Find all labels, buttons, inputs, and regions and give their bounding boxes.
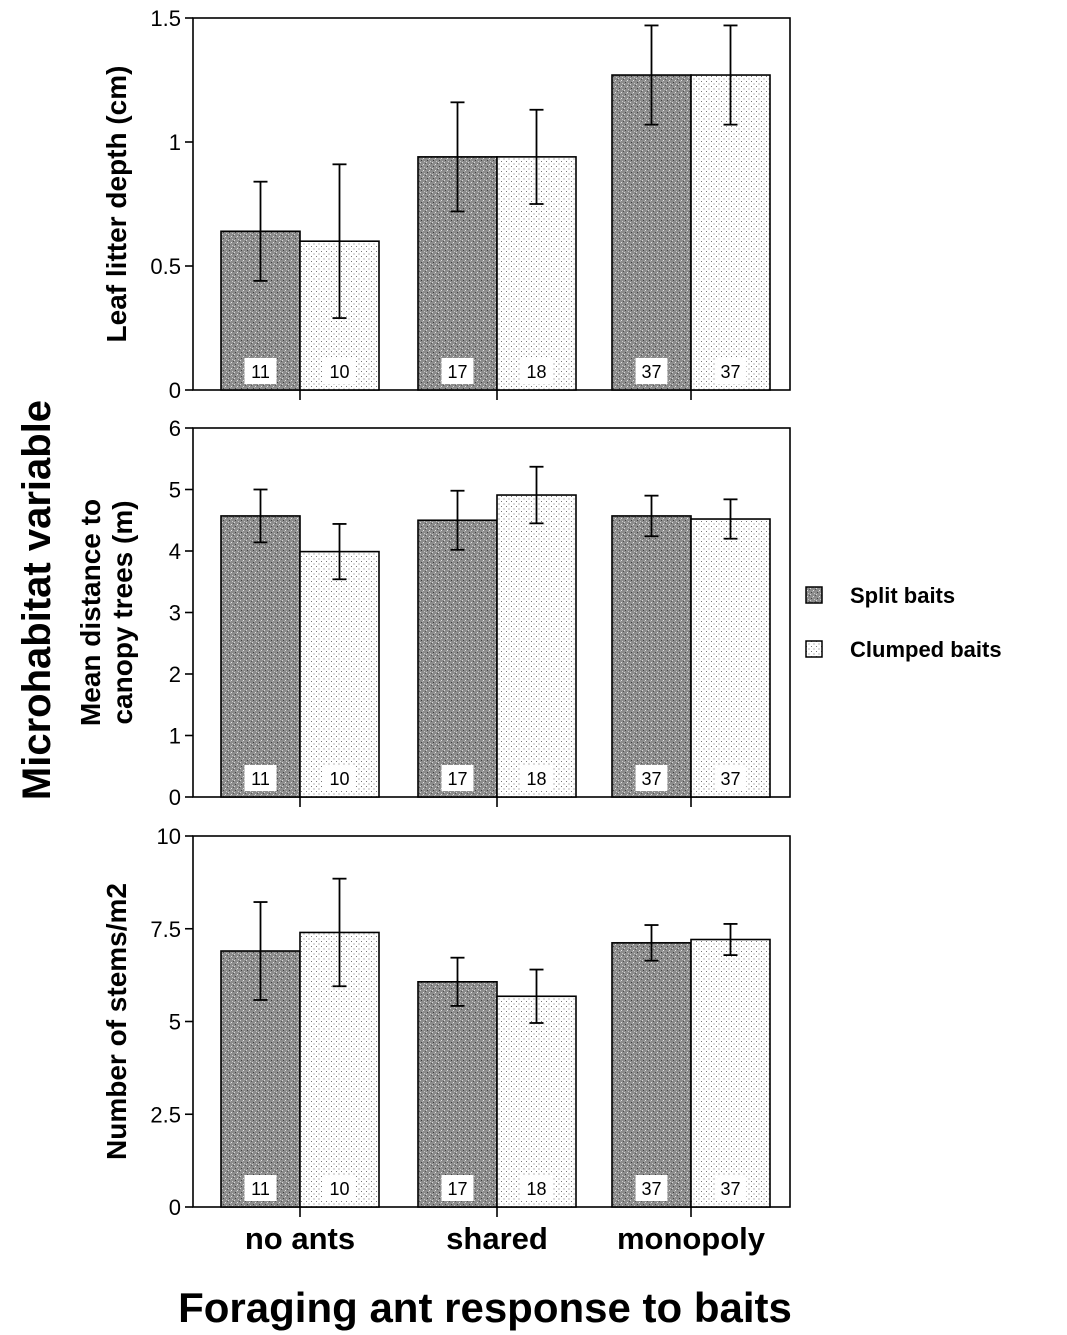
y-axis-label-line: Mean distance to [75, 499, 106, 726]
y-tick-label: 0.5 [150, 254, 181, 279]
y-tick-label: 1 [169, 130, 181, 155]
y-axis-label-line: Number of stems/m2 [101, 883, 132, 1160]
y-tick-label: 7.5 [150, 917, 181, 942]
y-tick-label: 5 [169, 1010, 181, 1035]
bar [611, 942, 692, 1208]
sample-size-label: 10 [329, 1179, 349, 1199]
bar [611, 515, 692, 798]
sample-size-box [323, 765, 356, 791]
panel-stems-density: 0 2.5 5 7.5 10 Number of stems/m2 11 10 no ants 1… [101, 824, 791, 1256]
bar [417, 519, 498, 798]
y-axis-label-line: Leaf litter depth (cm) [101, 66, 132, 343]
sample-size-label: 18 [526, 362, 546, 382]
y-axis-label-line: canopy trees (m) [107, 500, 138, 724]
y-axis-label: Mean distance tocanopy trees (m) [75, 499, 138, 726]
sample-size-box [244, 1175, 277, 1201]
bar [496, 156, 577, 391]
y-tick-label: 5 [169, 478, 181, 503]
sample-size-box [520, 358, 553, 384]
y-super-label: Microhabitat variable [15, 400, 59, 800]
bar [690, 518, 771, 798]
x-category-label: monopoly [617, 1221, 766, 1256]
sample-size-box [244, 358, 277, 384]
y-tick-label: 1.5 [150, 6, 181, 31]
bar [496, 995, 577, 1208]
sample-size-label: 37 [720, 362, 740, 382]
y-tick-label: 0 [169, 785, 181, 810]
sample-size-box [520, 1175, 553, 1201]
x-category-label: shared [446, 1221, 548, 1256]
y-axis-label: Leaf litter depth (cm) [101, 66, 132, 343]
sample-size-label: 17 [447, 362, 467, 382]
y-tick-label: 2.5 [150, 1102, 181, 1127]
y-tick-label: 0 [169, 378, 181, 403]
sample-size-box [323, 1175, 356, 1201]
y-tick-label: 6 [169, 416, 181, 441]
sample-size-label: 17 [447, 1179, 467, 1199]
bar [220, 515, 301, 798]
sample-size-box [441, 1175, 474, 1201]
sample-size-label: 37 [641, 362, 661, 382]
y-axis-label: Number of stems/m2 [101, 883, 132, 1160]
sample-size-label: 18 [526, 769, 546, 789]
sample-size-box [714, 765, 747, 791]
sample-size-box [635, 358, 668, 384]
sample-size-label: 37 [641, 1179, 661, 1199]
sample-size-box [635, 765, 668, 791]
bar [496, 494, 577, 798]
sample-size-label: 18 [526, 1179, 546, 1199]
y-tick-label: 2 [169, 662, 181, 687]
sample-size-label: 17 [447, 769, 467, 789]
sample-size-label: 10 [329, 769, 349, 789]
panel-leaf-litter-depth: 0 0.5 1 1.5 Leaf litter depth (cm) 11 10 17 18 37… [101, 6, 791, 403]
sample-size-box [244, 765, 277, 791]
bar [690, 938, 771, 1208]
legend-swatch-clumped [805, 640, 823, 658]
bar [690, 74, 771, 391]
sample-size-label: 10 [329, 362, 349, 382]
y-tick-label: 0 [169, 1195, 181, 1220]
sample-size-label: 11 [251, 769, 270, 789]
sample-size-box [441, 765, 474, 791]
legend-label-split: Split baits [850, 583, 955, 608]
bar [611, 74, 692, 391]
legend-swatch-split [805, 586, 823, 604]
sample-size-box [441, 358, 474, 384]
y-tick-label: 4 [169, 539, 181, 564]
sample-size-box [714, 1175, 747, 1201]
bar [417, 981, 498, 1208]
sample-size-label: 11 [251, 1179, 270, 1199]
x-category-label: no ants [245, 1221, 355, 1256]
sample-size-box [323, 358, 356, 384]
bar [299, 550, 380, 798]
legend: Split baits Clumped baits [805, 583, 1002, 662]
sample-size-label: 11 [251, 362, 270, 382]
sample-size-box [714, 358, 747, 384]
sample-size-label: 37 [720, 769, 740, 789]
y-tick-label: 3 [169, 601, 181, 626]
panel-distance-to-canopy: 0 1 2 3 4 5 6 Mean distance tocanopy trees (m) 1… [75, 416, 791, 810]
y-tick-label: 10 [157, 824, 181, 849]
legend-label-clumped: Clumped baits [850, 637, 1002, 662]
sample-size-box [520, 765, 553, 791]
sample-size-label: 37 [641, 769, 661, 789]
sample-size-box [635, 1175, 668, 1201]
sample-size-label: 37 [720, 1179, 740, 1199]
y-tick-label: 1 [169, 724, 181, 749]
x-axis-title: Foraging ant response to baits [178, 1284, 792, 1331]
